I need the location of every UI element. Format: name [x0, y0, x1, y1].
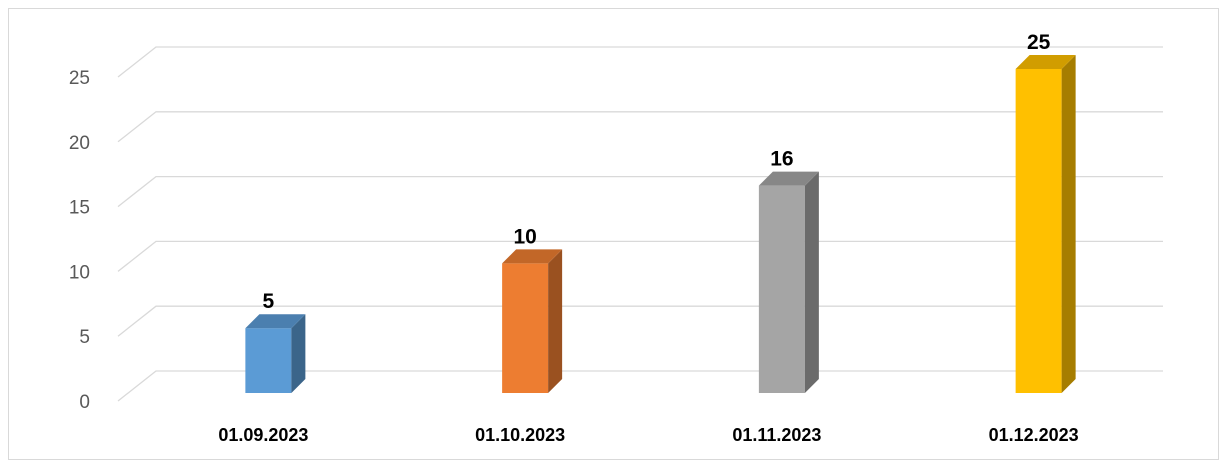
gridline: [117, 240, 1163, 272]
x-tick-label: 01.12.2023: [989, 425, 1079, 445]
y-tick-label: 25: [69, 68, 90, 89]
y-tick-label: 15: [69, 198, 90, 219]
bar-top: [758, 171, 819, 186]
x-tick-label: 01.11.2023: [732, 425, 821, 445]
bar: [245, 328, 292, 393]
data-label: 16: [770, 148, 793, 171]
bar-top: [1015, 55, 1076, 69]
y-tick-label: 0: [79, 392, 90, 413]
gridline: [117, 370, 1163, 402]
bar-top: [502, 249, 563, 264]
bar: [758, 185, 805, 393]
bar: [1015, 69, 1062, 393]
bar: [502, 263, 549, 393]
gridline: [117, 46, 1163, 78]
y-tick-label: 5: [79, 327, 90, 348]
bar-top: [245, 314, 306, 329]
bar-side: [1061, 55, 1076, 393]
x-tick-label: 01.09.2023: [218, 425, 308, 445]
data-label: 25: [1027, 31, 1051, 54]
y-tick-label: 10: [69, 262, 90, 283]
x-tick-label: 01.10.2023: [475, 425, 565, 445]
gridline: [117, 305, 1163, 337]
bar-side: [291, 314, 306, 393]
gridline: [117, 175, 1163, 208]
data-label: 10: [513, 225, 536, 248]
bar-side: [804, 171, 819, 393]
data-label: 5: [263, 290, 275, 313]
y-tick-label: 20: [69, 133, 90, 154]
gridline: [117, 111, 1163, 143]
bar-side: [548, 249, 563, 393]
